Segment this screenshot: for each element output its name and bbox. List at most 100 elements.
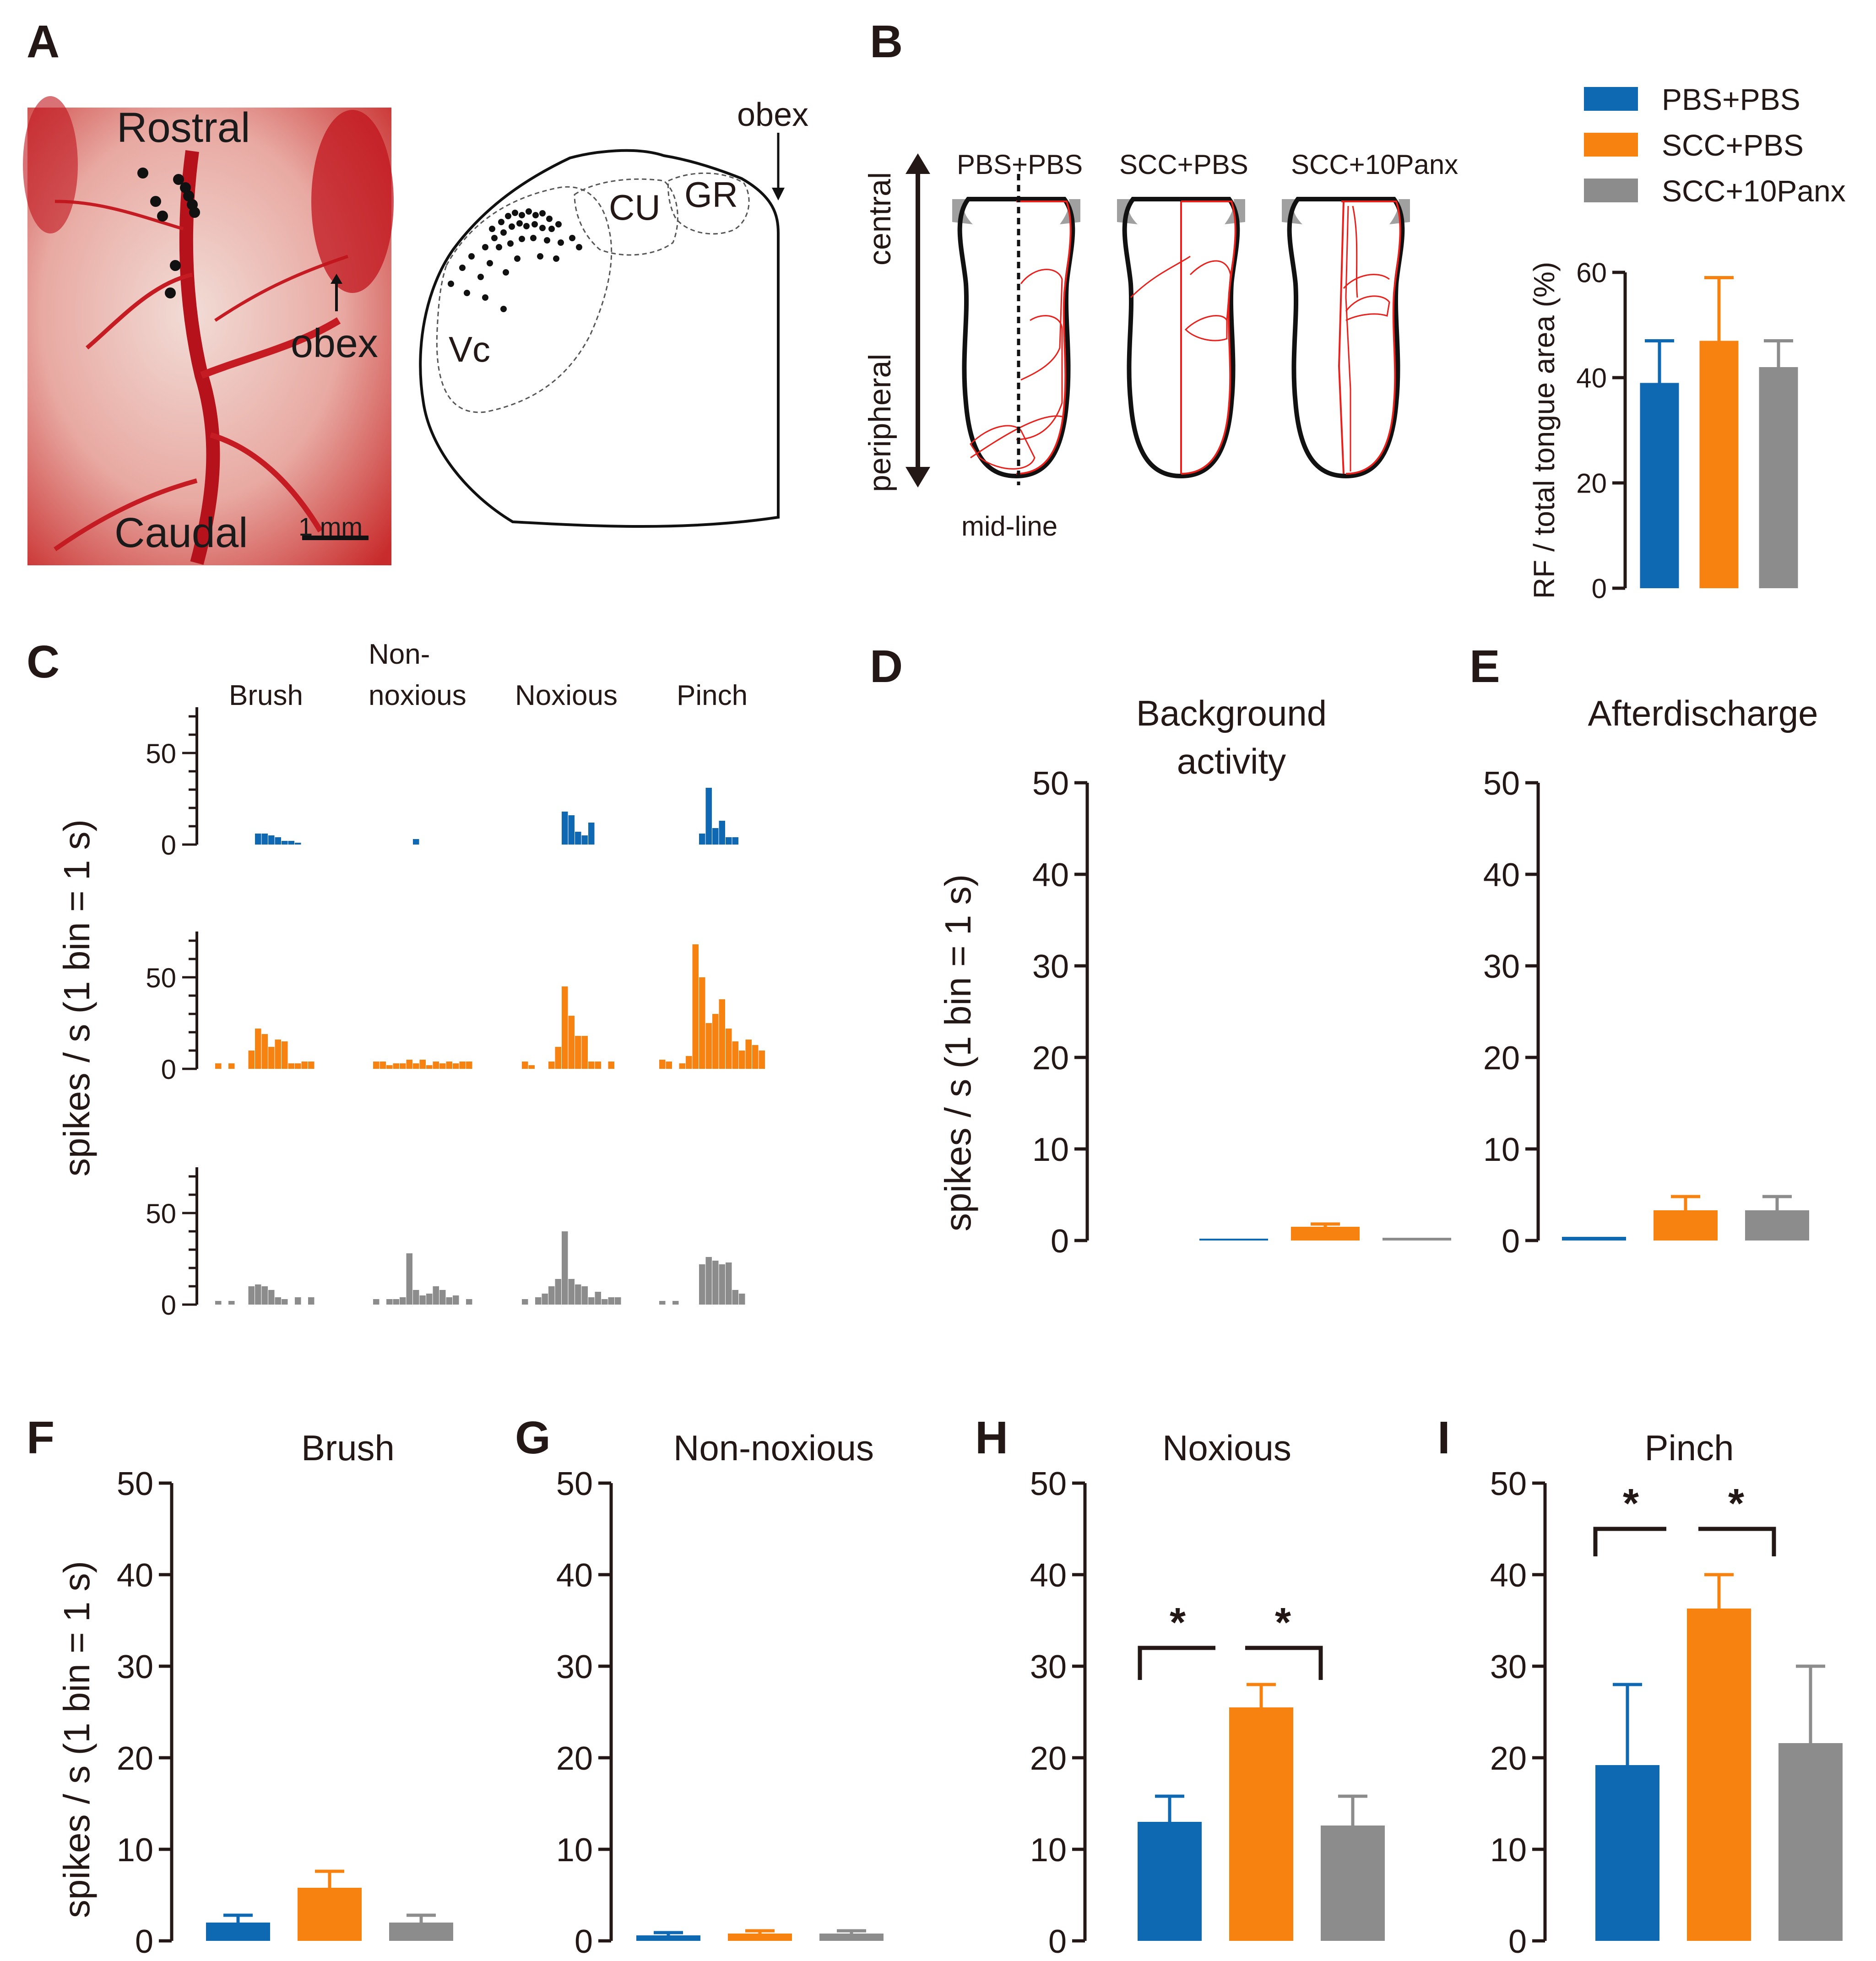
chart-pinch: 0 10 20 30 40 50 * * (1490, 1466, 1843, 1960)
psth-bin (419, 1295, 426, 1305)
group-label-pbs-pbs: PBS+PBS (957, 149, 1083, 180)
panel-f-ylabel: spikes / s (1 bin = 1 s) (56, 1561, 97, 1918)
psth-bin (712, 1014, 719, 1069)
psth-bin (446, 1297, 452, 1305)
chart-background-activity: 0 10 20 30 40 50 (1032, 765, 1451, 1260)
psth-bin (301, 1062, 308, 1069)
psth-bin (295, 1063, 301, 1069)
bar (1759, 367, 1798, 588)
psth-bin (699, 834, 705, 845)
bar (1778, 1743, 1843, 1941)
central-label: central (862, 172, 897, 265)
psth-bin (426, 1294, 433, 1305)
y-tick-label: 0 (1048, 1923, 1067, 1960)
psth-bin (575, 832, 581, 845)
psth-bin (672, 1301, 679, 1305)
psth-bin (295, 1297, 301, 1305)
y-tick-label: 10 (1032, 1132, 1069, 1168)
psth-bin (528, 1065, 535, 1069)
significance-bracket (1138, 1646, 1215, 1680)
vc-label: Vc (449, 329, 490, 369)
psth-bin (261, 834, 268, 845)
psth-bin (581, 835, 588, 845)
stim-label-noxious: Noxious (515, 680, 618, 711)
y-tick-label: 30 (117, 1649, 153, 1685)
psth-y-tick-label: 50 (146, 738, 176, 769)
psth-bin (726, 837, 732, 845)
bar (1291, 1227, 1360, 1241)
panel-i-title: Pinch (1644, 1428, 1734, 1468)
psth-bin (699, 1264, 705, 1305)
psth-bin (732, 1290, 738, 1305)
y-tick-label: 40 (117, 1557, 153, 1594)
cu-label: CU (609, 187, 661, 228)
gr-label: GR (684, 174, 738, 215)
psth-bin (535, 1297, 542, 1305)
y-tick-label: 50 (556, 1466, 593, 1502)
y-tick-label: 30 (1032, 948, 1069, 985)
y-tick-label: 0 (135, 1923, 153, 1960)
psth-bin (739, 1294, 745, 1305)
psth-bin (522, 1299, 528, 1305)
y-tick-label: 50 (1490, 1466, 1527, 1502)
psth-bin (595, 1062, 601, 1069)
panel-letter-c: C (27, 636, 60, 688)
psth-bin (692, 944, 699, 1069)
psth-bin (255, 1284, 261, 1305)
psth-bin (581, 1036, 588, 1069)
psth-bin (453, 1063, 459, 1069)
psth-bin (548, 1062, 555, 1069)
psth-bin (268, 1047, 275, 1069)
photo-obex-label: obex (291, 320, 378, 366)
chart-noxious: 0 10 20 30 40 50 * * (1030, 1466, 1385, 1960)
psth-bin (282, 1299, 288, 1305)
psth-bin (255, 834, 261, 845)
psth-bin (666, 1062, 672, 1069)
surgical-photo: Rostral obex Caudal 1 mm (23, 96, 394, 565)
psth-bin (719, 821, 725, 845)
chart-non-noxious: 0 10 20 30 40 50 (556, 1466, 884, 1960)
psth-bin (275, 1297, 281, 1305)
psth-bin (542, 1294, 548, 1305)
psth-bin (739, 1051, 745, 1069)
y-tick-label: 40 (1483, 857, 1520, 894)
psth-bin (726, 1262, 732, 1305)
y-tick-label: 30 (556, 1649, 593, 1685)
y-tick-label: 0 (1502, 1223, 1520, 1260)
psth-bin (466, 1062, 472, 1069)
psth-bin (575, 1036, 581, 1069)
psth-bin (459, 1062, 466, 1069)
bar (1687, 1609, 1751, 1941)
y-tick-label: 10 (556, 1832, 593, 1869)
bar (389, 1923, 453, 1941)
y-tick-label: 20 (1030, 1740, 1067, 1777)
stim-label-noxious-2: noxious (369, 680, 466, 711)
significance-bracket (1698, 1527, 1776, 1556)
psth-bin (261, 1034, 268, 1069)
stim-label-brush: Brush (229, 680, 303, 711)
y-tick-label: 20 (1490, 1740, 1527, 1777)
psth-bin (406, 1253, 412, 1305)
bar (1383, 1238, 1451, 1241)
legend-swatch-scc-pbs (1584, 133, 1638, 157)
y-tick-label: 20 (1032, 1040, 1069, 1077)
panel-d-title-1: Background (1136, 693, 1327, 733)
psth-bin (575, 1284, 581, 1305)
y-tick-label: 40 (1030, 1557, 1067, 1594)
psth-bin (555, 1279, 561, 1305)
psth-bin (562, 1231, 568, 1305)
y-tick-label: 50 (1483, 765, 1520, 802)
psth-bin (261, 1286, 268, 1305)
psth-y-tick-label: 50 (146, 1198, 176, 1229)
psth-bin (719, 999, 725, 1069)
psth-bin (446, 1062, 452, 1069)
psth-bin (568, 815, 575, 845)
panel-e-title: Afterdischarge (1588, 693, 1818, 733)
psth-bin (602, 1299, 608, 1305)
psth-bin (386, 1299, 393, 1305)
bar (1199, 1239, 1268, 1241)
panel-letter-f: F (27, 1412, 54, 1463)
y-tick-label: 20 (1576, 468, 1607, 499)
psth-bin (282, 1041, 288, 1069)
